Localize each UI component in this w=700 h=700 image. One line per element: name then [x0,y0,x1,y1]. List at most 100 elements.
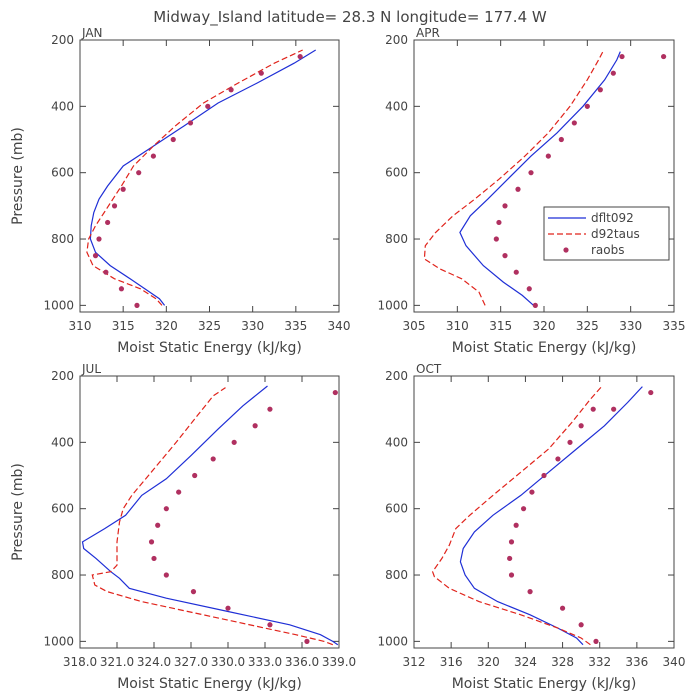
raobs-point [118,286,125,292]
raobs-point [96,236,102,242]
panel-label: JUL [81,362,101,376]
chart-title: Midway_Island latitude= 28.3 N longitude… [153,8,547,27]
x-axis-label: Moist Static Energy (kJ/kg) [452,340,637,356]
legend: dflt092 d92taus raobs [543,206,670,261]
raobs-point [528,170,534,176]
plot-frame [413,375,675,649]
y-tick-label: 1000 [377,634,408,648]
y-tick-label: 800 [385,232,408,246]
raobs-point [513,522,519,528]
x-tick-label: 320 [477,655,500,669]
raobs-point [267,622,273,628]
raobs-point [541,472,547,479]
legend-label: raobs [591,243,625,257]
x-tick-label: 336 [625,655,648,669]
panel-oct: OCT 312 316 320 324 328 332 336 340 200 400 600 800 1… [377,362,685,692]
x-tick-label: 324 [514,655,537,669]
y-tick-label: 1000 [377,298,408,312]
raobs-point [228,87,234,93]
y-tick-label: 400 [385,99,408,113]
raobs-point [151,555,157,562]
y-tick-label: 600 [51,502,74,516]
x-tick-label: 330 [241,319,264,333]
x-tick-label: 310 [69,319,92,333]
raobs-point [508,572,515,578]
x-tick-label: 316 [440,655,463,669]
raobs-point [136,170,142,176]
raobs-point [155,522,161,528]
raobs-point [590,406,596,412]
x-tick-label: 336.0 [285,655,319,669]
x-axis-label: Moist Static Energy (kJ/kg) [117,676,302,692]
raobs-point [502,253,508,259]
raobs-point [558,136,564,143]
raobs-point [520,506,527,512]
d92taus-line [431,386,603,646]
y-tick-label: 200 [385,369,408,383]
y-tick-label: 200 [51,33,74,47]
raobs-point [176,489,182,495]
x-tick-label: 333.0 [248,655,282,669]
x-tick-label: 335 [284,319,307,333]
legend-label: dflt092 [591,211,634,225]
x-tick-label: 310 [446,319,469,333]
panel-label: OCT [416,362,442,376]
raobs-point [297,53,303,60]
y-tick-label: 400 [51,435,74,449]
x-tick-label: 328 [551,655,574,669]
raobs-point [508,539,515,545]
raobs-point [252,423,258,429]
x-tick-label: 325 [576,319,599,333]
raobs-point [148,539,155,545]
dflt092-line [89,49,317,306]
raobs-point [493,236,499,242]
raobs-point [258,70,264,76]
plot-frame [413,39,675,313]
dflt092-line [459,51,621,306]
x-tick-label: 315 [489,319,512,333]
raobs-point [92,253,99,259]
x-tick-label: 339.0 [322,655,356,669]
x-tick-label: 315 [112,319,135,333]
panel-label: APR [416,26,440,40]
raobs-point [332,389,338,396]
raobs-point [170,136,176,143]
panels: JAN 310 315 320 325 330 335 340 200 400 600 800 1000… [10,26,685,692]
y-tick-label: 400 [51,99,74,113]
dflt092-line [459,386,643,646]
panel-jan: JAN 310 315 320 325 330 335 340 200 400 600 800 1000… [10,26,350,356]
y-tick-label: 200 [385,33,408,47]
y-tick-label: 800 [385,568,408,582]
x-tick-label: 318.0 [63,655,97,669]
y-tick-label: 1000 [43,298,74,312]
raobs-point [559,605,566,611]
y-tick-label: 600 [385,502,408,516]
x-tick-label: 332 [588,655,611,669]
raobs-point [205,103,211,109]
raobs-point [267,406,273,412]
raobs-point [150,153,156,159]
raobs-point [304,638,310,644]
raobs-point [567,439,573,445]
panel-apr: APR 305 310 315 320 325 330 335 200 400 600 800 1000… [377,26,685,356]
raobs-point [584,103,590,109]
raobs-point [192,472,198,479]
raobs-point [515,186,521,192]
raobs-point [611,406,617,412]
legend-label: d92taus [591,227,640,241]
panel-jul: JUL 318.0 321.0 324.0 327.0 330.0 333.0 336.0 33… [10,362,356,692]
raobs-point [210,456,216,462]
raobs-point [163,572,169,578]
d92taus-line [423,51,604,306]
raobs-point [225,605,231,611]
raobs-point [120,186,126,192]
raobs-point [578,423,584,429]
dflt092-line [81,385,339,646]
d92taus-line [91,387,334,646]
raobs-point [597,87,603,93]
raobs-point [555,456,561,462]
raobs-point [187,120,194,126]
raobs-point [111,203,118,209]
x-tick-label: 327.0 [174,655,208,669]
